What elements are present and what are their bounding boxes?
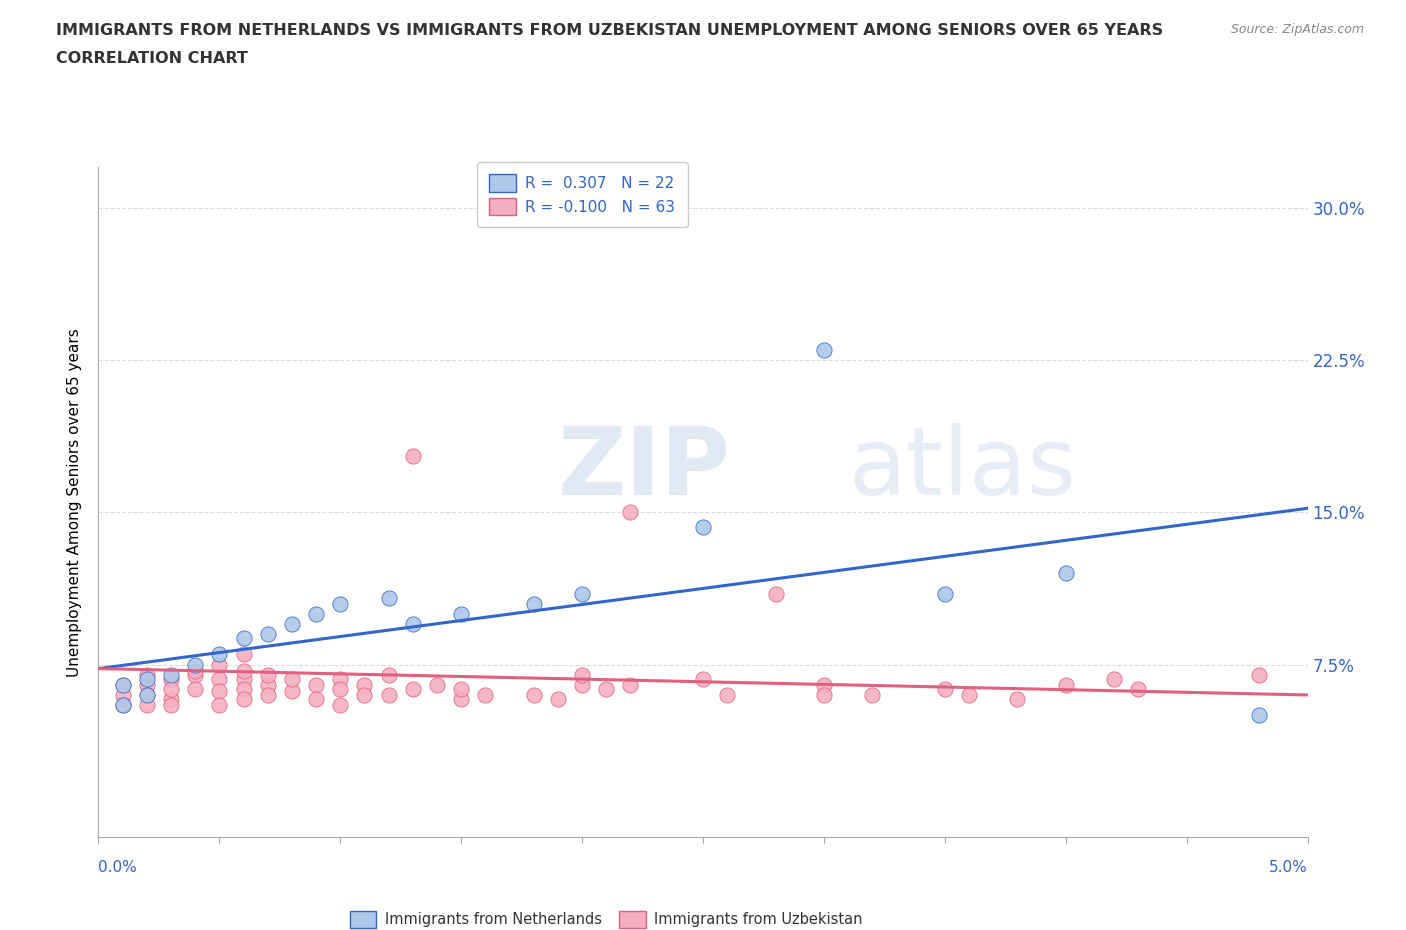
Point [716, 687, 738, 702]
Point [547, 692, 569, 707]
Point [111, 687, 134, 702]
Text: 0.0%: 0.0% [98, 860, 138, 875]
Point [1007, 692, 1029, 707]
Point [135, 677, 157, 692]
Point [208, 647, 231, 662]
Point [111, 677, 134, 692]
Point [571, 586, 593, 601]
Point [353, 677, 375, 692]
Point [1054, 677, 1077, 692]
Point [957, 687, 980, 702]
Point [305, 606, 328, 621]
Point [450, 606, 472, 621]
Point [571, 667, 593, 682]
Text: 5.0%: 5.0% [1268, 860, 1308, 875]
Point [692, 671, 714, 686]
Point [329, 671, 352, 686]
Point [232, 682, 254, 697]
Point [523, 596, 546, 611]
Point [281, 617, 304, 631]
Point [595, 682, 617, 697]
Point [329, 698, 352, 712]
Point [692, 519, 714, 534]
Point [1054, 565, 1077, 580]
Point [160, 682, 183, 697]
Point [184, 682, 207, 697]
Point [208, 658, 231, 672]
Point [256, 677, 278, 692]
Text: atlas: atlas [848, 423, 1077, 514]
Point [402, 682, 425, 697]
Text: CORRELATION CHART: CORRELATION CHART [56, 51, 247, 66]
Point [281, 684, 304, 698]
Point [523, 687, 546, 702]
Point [377, 687, 399, 702]
Point [1249, 667, 1271, 682]
Point [232, 647, 254, 662]
Point [813, 677, 835, 692]
Point [619, 505, 641, 520]
Point [813, 342, 835, 357]
Point [160, 667, 183, 682]
Point [135, 667, 157, 682]
Point [184, 667, 207, 682]
Point [135, 698, 157, 712]
Point [232, 671, 254, 686]
Point [232, 663, 254, 678]
Point [111, 698, 134, 712]
Point [135, 671, 157, 686]
Point [765, 586, 787, 601]
Point [934, 682, 956, 697]
Point [619, 677, 641, 692]
Point [160, 698, 183, 712]
Text: Source: ZipAtlas.com: Source: ZipAtlas.com [1230, 23, 1364, 36]
Point [208, 671, 231, 686]
Point [111, 698, 134, 712]
Text: ZIP: ZIP [558, 423, 731, 514]
Point [160, 671, 183, 686]
Point [208, 684, 231, 698]
Point [1249, 708, 1271, 723]
Point [450, 682, 472, 697]
Point [813, 687, 835, 702]
Point [281, 671, 304, 686]
Point [934, 586, 956, 601]
Point [402, 448, 425, 463]
Point [1128, 682, 1150, 697]
Point [305, 692, 328, 707]
Text: IMMIGRANTS FROM NETHERLANDS VS IMMIGRANTS FROM UZBEKISTAN UNEMPLOYMENT AMONG SEN: IMMIGRANTS FROM NETHERLANDS VS IMMIGRANT… [56, 23, 1163, 38]
Point [377, 667, 399, 682]
Point [329, 596, 352, 611]
Y-axis label: Unemployment Among Seniors over 65 years: Unemployment Among Seniors over 65 years [66, 328, 82, 677]
Point [135, 687, 157, 702]
Point [426, 677, 449, 692]
Point [571, 677, 593, 692]
Point [474, 687, 496, 702]
Point [111, 677, 134, 692]
Point [208, 698, 231, 712]
Point [232, 631, 254, 645]
Point [1102, 671, 1125, 686]
Point [329, 682, 352, 697]
Point [353, 687, 375, 702]
Point [305, 677, 328, 692]
Point [232, 692, 254, 707]
Point [256, 627, 278, 642]
Point [402, 617, 425, 631]
Point [256, 667, 278, 682]
Point [184, 663, 207, 678]
Point [184, 658, 207, 672]
Point [377, 591, 399, 605]
Legend: Immigrants from Netherlands, Immigrants from Uzbekistan: Immigrants from Netherlands, Immigrants … [344, 905, 869, 930]
Point [160, 692, 183, 707]
Point [450, 692, 472, 707]
Point [135, 687, 157, 702]
Point [860, 687, 883, 702]
Point [256, 687, 278, 702]
